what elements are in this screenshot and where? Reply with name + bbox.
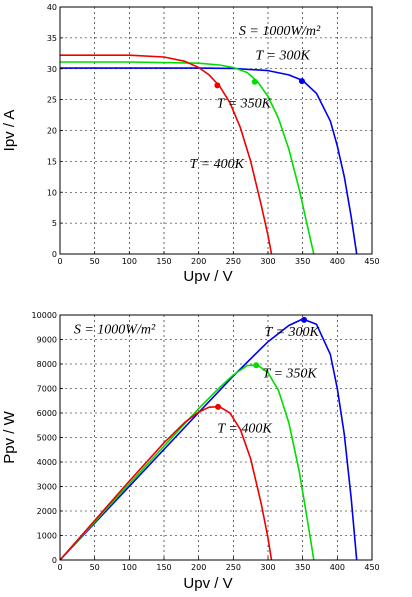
x-tick-label: 450 <box>364 257 379 266</box>
mpp-point-T300 <box>301 316 308 323</box>
x-tick-label: 150 <box>156 563 171 572</box>
y-tick-label: 5 <box>52 219 57 228</box>
x-tick-label: 50 <box>90 563 100 572</box>
series-line-T350 <box>59 364 315 561</box>
y-tick-label: 15 <box>47 157 57 166</box>
mpp-point-T350 <box>251 78 258 85</box>
x-tick-label: 300 <box>260 257 275 266</box>
x-tick-label: 200 <box>191 257 206 266</box>
x-tick-label: 100 <box>122 257 137 266</box>
x-tick-label: 150 <box>156 257 171 266</box>
y-tick-label: 0 <box>52 250 57 259</box>
x-axis-label: Upv / V <box>183 575 232 592</box>
y-tick-label: 8000 <box>37 360 57 369</box>
y-axis-label: Ipv / A <box>1 110 18 152</box>
annotation: T = 350K <box>217 97 272 112</box>
y-tick-label: 30 <box>47 65 57 74</box>
x-tick-label: 400 <box>330 563 345 572</box>
y-tick-label: 2000 <box>37 507 57 516</box>
y-tick-label: 5000 <box>37 434 57 443</box>
y-tick-label: 40 <box>47 3 57 12</box>
x-tick-label: 250 <box>226 563 241 572</box>
mpp-point-T350 <box>253 362 260 369</box>
y-tick-label: 20 <box>47 127 57 136</box>
y-axis-label: Ppv / W <box>1 410 18 463</box>
annotation: S = 1000W/m² <box>74 322 156 337</box>
chart-1: 0 50 100 150 200 250 300 350 400 450 0 5 10 15 20 25 30 3… <box>1 3 380 285</box>
series-line-T350 <box>60 61 315 255</box>
annotation: T = 350K <box>262 366 317 381</box>
x-tick-label: 450 <box>364 563 379 572</box>
annotation: T = 300K <box>265 325 320 340</box>
mpp-point-T400 <box>215 403 222 410</box>
chart-2: 0 50 100 150 200 250 300 350 400 450 0 1000 2000 3000… <box>1 311 380 592</box>
x-tick-label: 400 <box>330 257 345 266</box>
annotation: T = 400K <box>217 422 272 437</box>
y-tick-label: 4000 <box>37 458 57 467</box>
x-tick-label: 50 <box>90 257 100 266</box>
x-tick-label: 250 <box>226 257 241 266</box>
y-tick-label: 3000 <box>37 483 57 492</box>
mpp-point-T300 <box>298 78 305 85</box>
y-tick-label: 25 <box>47 96 57 105</box>
mpp-point-T400 <box>214 82 221 89</box>
y-tick-label: 0 <box>52 556 57 565</box>
x-tick-label: 200 <box>191 563 206 572</box>
x-axis-label: Upv / V <box>183 268 232 285</box>
y-tick-label: 1000 <box>37 532 57 541</box>
x-tick-label: 350 <box>295 257 310 266</box>
annotation: T = 400K <box>190 157 245 172</box>
annotation: S = 1000W/m² <box>239 24 321 39</box>
x-tick-label: 350 <box>295 563 310 572</box>
x-tick-label: 100 <box>122 563 137 572</box>
annotation: T = 300K <box>256 48 311 63</box>
y-tick-label: 10000 <box>32 311 57 320</box>
y-tick-label: 9000 <box>37 336 57 345</box>
y-tick-label: 6000 <box>37 409 57 418</box>
x-tick-label: 300 <box>260 563 275 572</box>
y-tick-label: 35 <box>47 34 57 43</box>
x-tick-label: 0 <box>57 563 62 572</box>
y-tick-label: 10 <box>47 188 57 197</box>
x-tick-label: 0 <box>57 257 62 266</box>
y-tick-label: 7000 <box>37 385 57 394</box>
